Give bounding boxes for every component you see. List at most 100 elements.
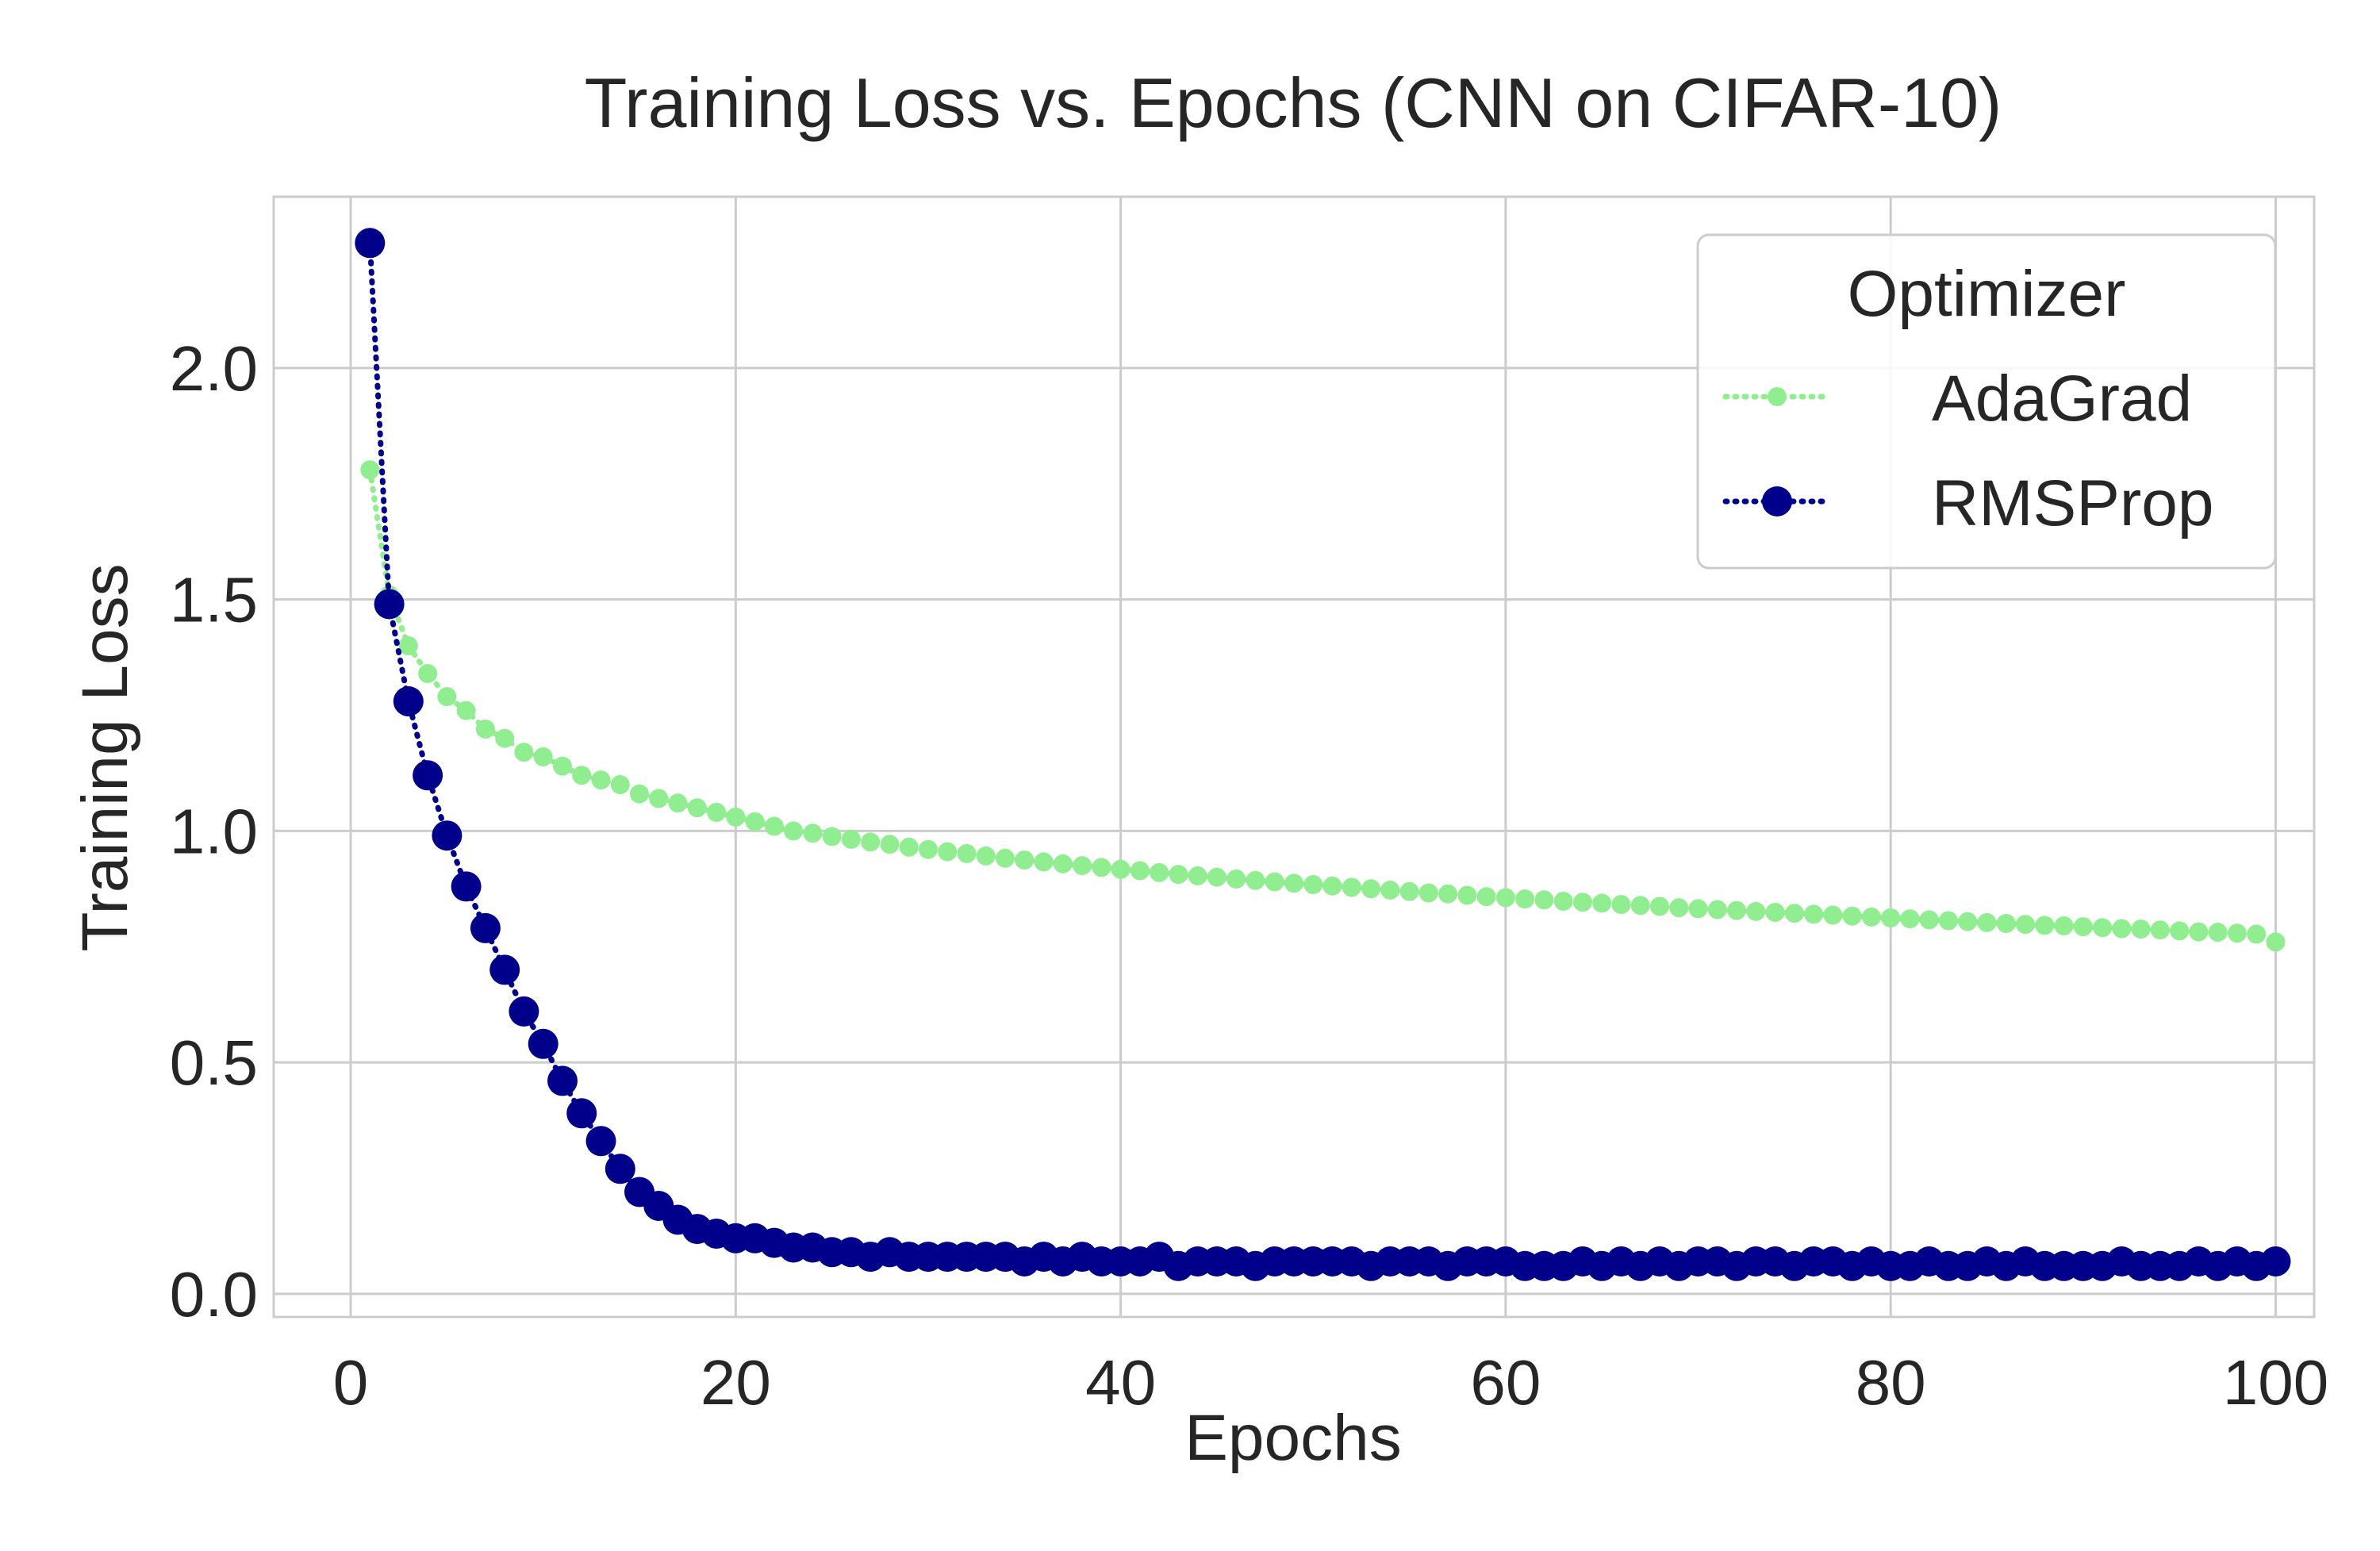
data-point-rmsprop [355, 228, 386, 259]
data-point-rmsprop [393, 686, 424, 716]
data-point-adagrad [764, 816, 784, 836]
data-point-rmsprop [489, 954, 520, 985]
data-point-rmsprop [432, 820, 463, 851]
data-point-adagrad [1073, 856, 1092, 876]
data-point-adagrad [572, 766, 592, 785]
data-point-adagrad [938, 842, 958, 862]
y-tick-labels: 0.0 0.5 1.0 1.5 2.0 [170, 333, 258, 1330]
data-point-adagrad [1958, 912, 1978, 931]
chart-title: Training Loss vs. Epochs (CNN on CIFAR-1… [585, 63, 2002, 142]
data-point-adagrad [1438, 884, 1458, 904]
data-point-adagrad [2170, 921, 2190, 941]
data-point-adagrad [1457, 885, 1477, 905]
data-point-adagrad [1226, 870, 1246, 889]
data-point-adagrad [2227, 923, 2247, 943]
data-point-adagrad [360, 460, 380, 480]
data-point-adagrad [1380, 881, 1400, 900]
data-point-adagrad [1111, 859, 1130, 879]
y-tick-label: 2.0 [170, 333, 258, 404]
data-point-adagrad [2150, 920, 2170, 940]
data-point-adagrad [1919, 910, 1939, 930]
data-point-adagrad [803, 823, 823, 843]
data-point-rmsprop [547, 1065, 578, 1096]
data-point-adagrad [2247, 924, 2267, 944]
data-point-adagrad [1823, 905, 1843, 925]
data-point-adagrad [1650, 896, 1669, 916]
data-point-adagrad [437, 687, 457, 707]
data-point-adagrad [899, 837, 919, 857]
y-tick-label: 1.0 [170, 796, 258, 866]
data-point-adagrad [553, 756, 572, 776]
data-point-adagrad [861, 832, 881, 852]
data-point-adagrad [630, 784, 649, 804]
data-point-adagrad [2073, 917, 2093, 937]
legend-marker-rmsprop [1762, 486, 1792, 516]
x-tick-labels: 0 20 40 60 80 100 [333, 1347, 2328, 1418]
legend-marker-adagrad [1768, 387, 1787, 406]
data-point-rmsprop [528, 1028, 559, 1059]
data-point-rmsprop [585, 1126, 616, 1157]
data-point-rmsprop [413, 760, 443, 791]
data-point-adagrad [2093, 918, 2113, 938]
data-point-adagrad [919, 839, 938, 859]
x-tick-label: 80 [1856, 1347, 1926, 1418]
data-point-adagrad [591, 770, 611, 790]
data-point-adagrad [1592, 893, 1612, 913]
data-point-adagrad [822, 827, 842, 847]
data-point-adagrad [495, 728, 515, 748]
data-point-rmsprop [605, 1154, 635, 1184]
data-point-adagrad [668, 793, 688, 813]
data-point-adagrad [2208, 923, 2228, 943]
data-point-adagrad [1188, 866, 1207, 885]
data-point-adagrad [1092, 858, 1111, 877]
data-point-adagrad [1534, 890, 1554, 910]
data-point-adagrad [1265, 872, 1284, 892]
data-point-adagrad [880, 835, 900, 854]
data-point-adagrad [649, 789, 669, 808]
x-tick-label: 100 [2223, 1347, 2328, 1418]
data-point-adagrad [726, 807, 746, 827]
data-point-adagrad [1669, 898, 1689, 918]
data-point-adagrad [957, 843, 977, 863]
data-point-adagrad [2035, 916, 2055, 935]
data-point-adagrad [418, 664, 438, 683]
data-point-adagrad [1515, 889, 1535, 909]
data-point-adagrad [1765, 903, 1785, 922]
y-tick-label: 0.0 [170, 1259, 258, 1330]
data-point-adagrad [1322, 876, 1342, 896]
data-point-adagrad [475, 720, 495, 739]
data-point-adagrad [1476, 887, 1496, 907]
data-point-adagrad [1399, 881, 1419, 901]
data-point-adagrad [2131, 919, 2151, 939]
data-point-adagrad [2112, 919, 2132, 939]
data-point-adagrad [1034, 852, 1054, 872]
data-point-adagrad [1342, 877, 1361, 897]
x-tick-label: 20 [701, 1347, 771, 1418]
data-point-adagrad [1727, 900, 1747, 920]
data-point-adagrad [1553, 892, 1573, 911]
series-rmsprop [355, 228, 2291, 1281]
data-point-adagrad [1053, 854, 1073, 873]
data-point-adagrad [1284, 873, 1303, 893]
data-point-rmsprop [451, 871, 482, 902]
data-point-adagrad [533, 747, 553, 766]
data-point-adagrad [1804, 904, 1824, 924]
x-tick-label: 60 [1470, 1347, 1541, 1418]
series-adagrad [360, 460, 2286, 952]
data-point-adagrad [398, 636, 418, 655]
data-point-adagrad [707, 803, 727, 822]
data-point-adagrad [1207, 867, 1226, 887]
series-line-adagrad [367, 466, 2278, 945]
series-layer [355, 228, 2291, 1281]
data-point-adagrad [784, 821, 804, 841]
data-point-adagrad [2266, 932, 2286, 952]
data-point-adagrad [1418, 883, 1438, 903]
data-point-adagrad [1169, 865, 1188, 885]
data-point-adagrad [1246, 870, 1265, 890]
data-point-adagrad [1900, 909, 1920, 929]
legend-frame [1696, 233, 2277, 570]
legend-label-rmsprop: RMSProp [1932, 467, 2213, 539]
data-point-adagrad [1881, 908, 1901, 927]
